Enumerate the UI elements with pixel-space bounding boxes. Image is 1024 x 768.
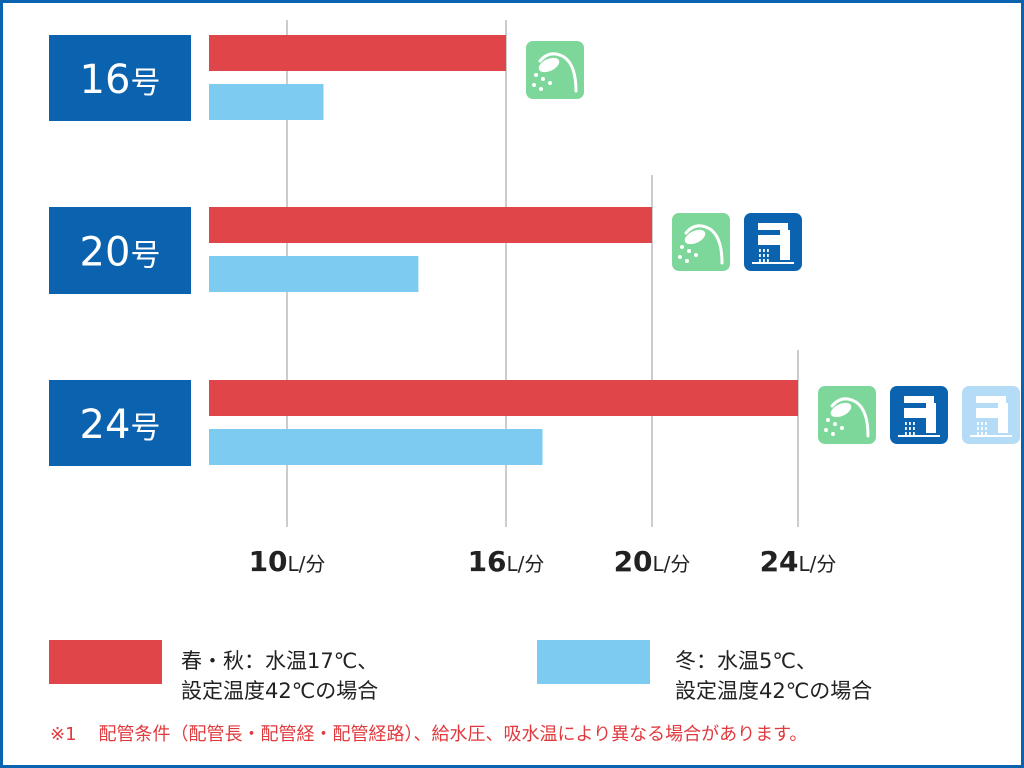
shower-head — [684, 229, 706, 245]
faucet-drop — [763, 254, 765, 257]
faucet-body — [780, 230, 790, 260]
faucet-icon — [890, 386, 948, 444]
shower-hose — [830, 397, 870, 438]
shower-drop — [539, 87, 543, 91]
x-tick-label-10: 10L/分 — [249, 545, 326, 578]
bar-spring-1 — [209, 207, 652, 243]
legend-swatch-winter — [537, 640, 650, 684]
legend-label-winter: 冬：水温5℃、 設定温度42℃の場合 — [675, 646, 872, 706]
faucet-drop — [913, 422, 915, 425]
category-label-1: 20号 — [80, 230, 161, 276]
bar-winter-2 — [209, 429, 543, 465]
faucet-drop — [767, 259, 769, 262]
bar-winter-0 — [209, 84, 324, 120]
faucet-light-base — [970, 435, 1012, 437]
faucet-base — [898, 435, 940, 437]
faucet-light-drop — [981, 427, 983, 430]
faucet-drop — [905, 432, 907, 435]
shower-hose — [684, 224, 724, 265]
x-tick-label-24: 24L/分 — [760, 545, 837, 578]
legend-label-winter-line1: 冬：水温5℃、 — [675, 649, 817, 673]
bar-spring-2 — [209, 380, 798, 416]
faucet-drop — [767, 254, 769, 257]
x-tick-label-16: 16L/分 — [468, 545, 545, 578]
faucet-light-drop — [981, 432, 983, 435]
shower-hose — [538, 52, 578, 93]
faucet-drop — [767, 249, 769, 252]
shower-icon — [672, 213, 730, 271]
faucet-light-drop — [985, 422, 987, 425]
legend-label-spring-line1: 春・秋：水温17℃、 — [181, 649, 379, 673]
faucet-light-icon — [962, 386, 1020, 444]
faucet-base — [752, 262, 794, 264]
faucet-light-drop — [977, 427, 979, 430]
category-label-box-1 — [49, 207, 191, 294]
shower-drop — [678, 255, 682, 259]
faucet-drop — [909, 432, 911, 435]
faucet-light-drop — [985, 427, 987, 430]
shower-drop — [840, 426, 844, 430]
shower-drop — [680, 245, 684, 249]
shower-drop — [826, 418, 830, 422]
shower-drop — [541, 77, 545, 81]
shower-drop — [694, 253, 698, 257]
faucet-drop — [909, 427, 911, 430]
shower-drop — [687, 249, 691, 253]
category-label-2: 24号 — [80, 402, 161, 448]
shower-icon-bg — [818, 386, 876, 444]
faucet-spout — [904, 408, 930, 418]
faucet-body — [926, 403, 936, 433]
bar-spring-0 — [209, 35, 506, 71]
faucet-light-spout — [976, 408, 1002, 418]
footnote-text: 配管条件（配管長・配管経・配管経路）、給水圧、吸水温により異なる場合があります。 — [98, 724, 808, 745]
footnote-mark: ※1 — [50, 724, 77, 745]
faucet-handle — [904, 396, 934, 403]
shower-drop — [831, 432, 835, 436]
legend-label-spring: 春・秋：水温17℃、 設定温度42℃の場合 — [181, 646, 378, 706]
shower-icon-bg — [672, 213, 730, 271]
category-label-box-2 — [49, 380, 191, 466]
faucet-light-handle — [976, 396, 1006, 403]
x-tick-label-20: 20L/分 — [614, 545, 691, 578]
shower-drop — [685, 259, 689, 263]
faucet-light-drop — [977, 432, 979, 435]
category-label-0: 16号 — [80, 57, 161, 103]
shower-head — [538, 57, 560, 73]
shower-icon-bg — [526, 41, 584, 99]
footnote: ※1 配管条件（配管長・配管経・配管経路）、給水圧、吸水温により異なる場合がありま… — [50, 720, 807, 746]
faucet-light-drop — [977, 422, 979, 425]
faucet-drop — [909, 422, 911, 425]
shower-head — [830, 402, 852, 418]
faucet-light-drop — [985, 432, 987, 435]
faucet-drop — [759, 254, 761, 257]
faucet-drop — [763, 249, 765, 252]
faucet-spout — [758, 235, 784, 245]
shower-drop — [532, 83, 536, 87]
faucet-drop — [913, 427, 915, 430]
faucet-drop — [905, 422, 907, 425]
shower-drop — [534, 73, 538, 77]
bar-winter-1 — [209, 256, 419, 292]
shower-icon — [818, 386, 876, 444]
faucet-drop — [759, 249, 761, 252]
faucet-drop — [913, 432, 915, 435]
faucet-handle — [758, 223, 788, 230]
legend-label-spring-line2: 設定温度42℃の場合 — [181, 679, 379, 703]
legend-label-winter-line2: 設定温度42℃の場合 — [675, 679, 873, 703]
shower-drop — [548, 81, 552, 85]
shower-drop — [824, 428, 828, 432]
faucet-drop — [759, 259, 761, 262]
faucet-drop — [905, 427, 907, 430]
faucet-light-drop — [981, 422, 983, 425]
faucet-icon — [744, 213, 802, 271]
legend-swatch-spring — [49, 640, 162, 684]
category-label-box-0 — [49, 35, 191, 121]
shower-icon — [526, 41, 584, 99]
faucet-drop — [763, 259, 765, 262]
faucet-light-body — [998, 403, 1008, 433]
shower-drop — [833, 422, 837, 426]
